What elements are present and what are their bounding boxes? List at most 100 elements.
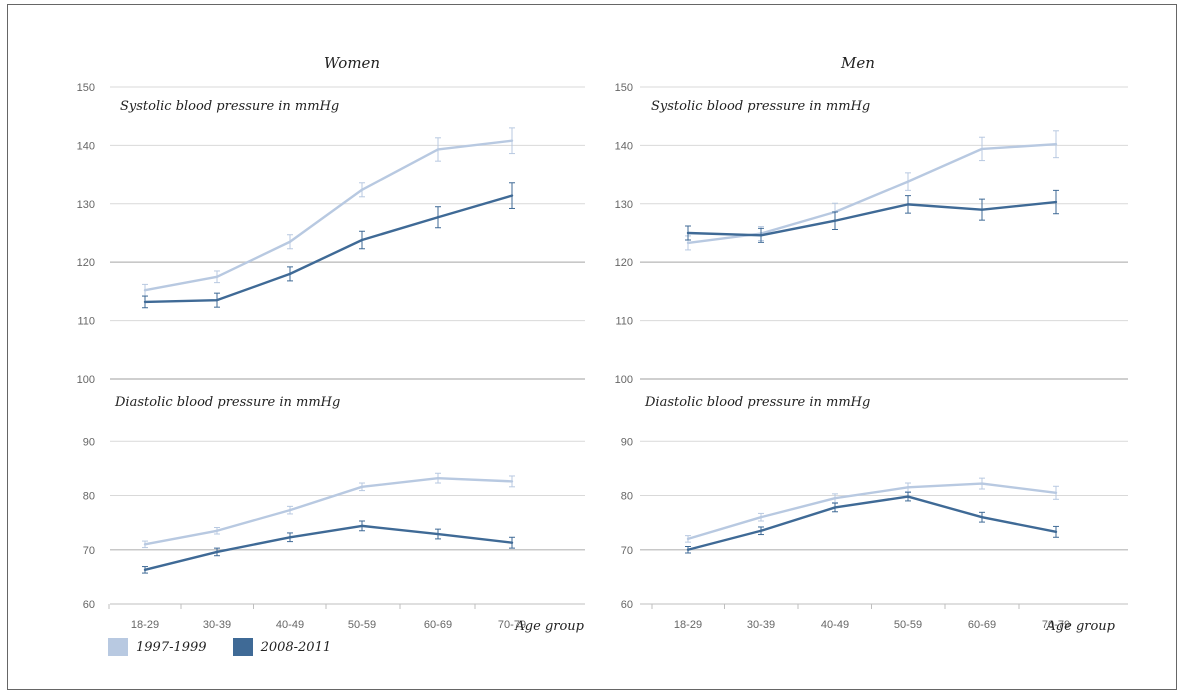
women-diastolic-y-tick-label: 90	[83, 436, 95, 448]
men-systolic-series-2008-2011-point	[833, 219, 837, 222]
women-systolic-series-2008-2011-point	[436, 216, 440, 219]
men-systolic-y-tick-label: 140	[615, 140, 633, 152]
men-diastolic-x-tick-label: 30-39	[747, 619, 775, 631]
men-diastolic-series-1997-1999-line	[687, 482, 1057, 541]
men-systolic-y-tick-label: 110	[615, 316, 633, 328]
women-systolic-series-2008-2011-point	[360, 238, 364, 242]
women-diastolic-series-1997-1999-point	[360, 485, 364, 489]
women-diastolic-x-tick-label: 40-49	[276, 619, 304, 631]
women-systolic-y-tick-label: 140	[77, 140, 95, 152]
men-diastolic-series-1997-1999-point	[980, 482, 984, 485]
women-diastolic-series-2008-2011-point	[143, 568, 147, 572]
men-systolic-y-tick-label: 100	[615, 374, 633, 386]
men-systolic-series-1997-1999-line	[687, 143, 1057, 245]
women-systolic-subtitle: Systolic blood pressure in mmHg	[120, 99, 339, 114]
women-systolic-y-tick-label: 150	[77, 82, 95, 94]
women-systolic-y-tick-label: 120	[77, 257, 95, 269]
men-diastolic-y-tick-label: 80	[621, 491, 633, 503]
men-diastolic-y-tick-label: 60	[621, 599, 633, 611]
men-systolic-series-1997-1999-point	[980, 147, 984, 151]
women-systolic-series-1997-1999-point	[288, 240, 292, 243]
women-systolic-y-tick-label: 110	[77, 316, 95, 328]
legend-label-1997-1999: 1997-1999	[136, 639, 207, 655]
legend-swatch-1997-1999	[108, 638, 128, 656]
men-diastolic-series-1997-1999-point	[906, 486, 910, 489]
women-diastolic-x-tick-label: 50-59	[348, 619, 376, 631]
men-diastolic-x-tick-label: 18-29	[674, 619, 702, 631]
men-systolic-y-tick-label: 130	[615, 199, 633, 211]
men-systolic-series-2008-2011-point	[980, 208, 984, 211]
women-systolic-series-2008-2011-point	[288, 272, 292, 276]
men-diastolic-series-1997-1999-point	[1054, 491, 1058, 494]
women-systolic-series-2008-2011-point	[215, 298, 219, 302]
men-diastolic-x-tick-label: 60-69	[968, 619, 996, 631]
men-diastolic-series-1997-1999-point	[833, 497, 837, 500]
legend-item-2008-2011: 2008-2011	[232, 638, 332, 656]
men-diastolic-series-2008-2011-point	[980, 516, 984, 519]
men-systolic-y-tick-label: 120	[615, 257, 633, 269]
panel-men-systolic: Men Systolic blood pressure in mmHg 150 140…	[615, 54, 1128, 386]
men-systolic-title: Men	[840, 54, 875, 72]
men-diastolic-series-2008-2011-point	[759, 529, 763, 532]
men-diastolic-x-tick-label: 50-59	[894, 619, 922, 631]
men-systolic-subtitle: Systolic blood pressure in mmHg	[651, 99, 870, 114]
women-systolic-series-2008-2011-point	[143, 300, 147, 304]
men-diastolic-series-2008-2011-line	[687, 495, 1057, 551]
figure-frame	[7, 4, 1177, 690]
women-systolic-y-tick-label: 100	[77, 374, 95, 386]
women-diastolic-x-tick-label: 18-29	[131, 619, 159, 631]
men-systolic-series-2008-2011-point	[1054, 200, 1058, 204]
men-systolic-series-2008-2011-line	[687, 200, 1057, 237]
men-diastolic-series-2008-2011-point	[1054, 530, 1058, 534]
legend-item-1997-1999: 1997-1999	[108, 638, 207, 656]
women-diastolic-subtitle: Diastolic blood pressure in mmHg	[114, 395, 340, 410]
women-systolic-series-1997-1999-point	[143, 289, 147, 292]
women-diastolic-series-2008-2011-point	[288, 536, 292, 539]
women-systolic-series-2008-2011-point	[510, 194, 514, 197]
legend-swatch-2008-2011	[232, 638, 253, 656]
men-systolic-series-1997-1999-point	[686, 241, 690, 245]
men-diastolic-series-1997-1999-point	[686, 537, 690, 541]
men-systolic-series-1997-1999-point	[906, 180, 910, 183]
men-systolic-series-1997-1999-point	[1054, 143, 1058, 146]
women-diastolic-series-2008-2011-point	[360, 524, 364, 528]
women-diastolic-x-tick-label: 30-39	[203, 619, 231, 631]
men-systolic-y-tick-label: 150	[615, 82, 633, 94]
men-diastolic-y-tick-label: 90	[621, 436, 633, 448]
panel-women-systolic: Women Systolic blood pressure in mmHg 150 1…	[77, 54, 585, 386]
women-diastolic-x-tick-label: 60-69	[424, 619, 452, 631]
women-systolic-series-2008-2011-line	[144, 194, 513, 304]
women-systolic-series-1997-1999-point	[360, 188, 364, 191]
men-diastolic-series-2008-2011-point	[906, 495, 910, 498]
women-diastolic-series-1997-1999-point	[143, 543, 147, 546]
men-systolic-series-2008-2011-point	[759, 234, 763, 237]
women-systolic-title: Women	[324, 54, 380, 72]
x-axis-label-left: Age group	[514, 619, 584, 634]
panel-men-diastolic: Diastolic blood pressure in mmHg 90 80 70 60…	[621, 395, 1128, 631]
men-systolic-series-2008-2011-point	[906, 203, 910, 206]
women-diastolic-series-2008-2011-point	[215, 550, 219, 554]
women-systolic-series-1997-1999-point	[510, 139, 514, 142]
women-diastolic-series-1997-1999-line	[144, 476, 513, 546]
women-diastolic-x-tick-label: 70-79	[498, 619, 526, 631]
women-diastolic-series-2008-2011-line	[144, 524, 513, 571]
men-diastolic-series-1997-1999-point	[759, 516, 763, 519]
women-diastolic-y-tick-label: 60	[83, 599, 95, 611]
women-diastolic-series-1997-1999-point	[436, 476, 440, 480]
women-diastolic-y-tick-label: 80	[83, 491, 95, 503]
men-diastolic-x-tick-label: 70-79	[1042, 619, 1070, 631]
legend: 1997-1999 2008-2011	[108, 638, 357, 656]
women-diastolic-series-2008-2011-point	[436, 532, 440, 536]
women-systolic-y-tick-label: 130	[77, 199, 95, 211]
men-systolic-series-2008-2011-point	[686, 231, 690, 235]
x-axis-label-right: Age group	[1045, 619, 1115, 634]
men-diastolic-subtitle: Diastolic blood pressure in mmHg	[644, 395, 870, 410]
women-diastolic-series-1997-1999-point	[215, 529, 219, 532]
women-diastolic-series-1997-1999-point	[510, 480, 514, 483]
men-diastolic-y-tick-label: 70	[621, 545, 633, 557]
legend-label-2008-2011: 2008-2011	[260, 639, 332, 655]
men-diastolic-series-2008-2011-point	[686, 548, 690, 551]
men-diastolic-x-tick-label: 40-49	[821, 619, 849, 631]
women-diastolic-series-2008-2011-point	[510, 541, 514, 544]
